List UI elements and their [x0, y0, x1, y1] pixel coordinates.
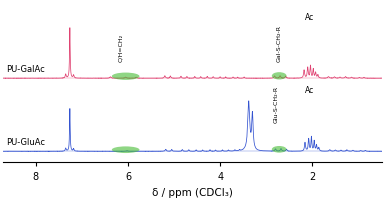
X-axis label: δ / ppm (CDCl₃): δ / ppm (CDCl₃)	[152, 187, 233, 197]
Ellipse shape	[272, 146, 286, 153]
Text: C/H=CH₂: C/H=CH₂	[119, 34, 124, 62]
Text: Gal-S-CH₂-R: Gal-S-CH₂-R	[277, 25, 282, 62]
Ellipse shape	[272, 73, 286, 80]
Text: PU-GalAc: PU-GalAc	[6, 65, 45, 74]
Ellipse shape	[112, 147, 139, 153]
Text: Ac: Ac	[305, 86, 314, 95]
Text: Ac: Ac	[305, 13, 314, 22]
Text: PU-GluAc: PU-GluAc	[6, 137, 45, 146]
Ellipse shape	[112, 73, 139, 80]
Text: Glu-S-CH₂-R: Glu-S-CH₂-R	[274, 86, 279, 122]
